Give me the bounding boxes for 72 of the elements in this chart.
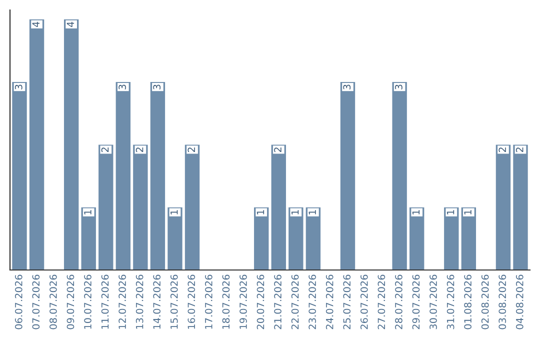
x-tick-label: 21.07.2026: [274, 274, 282, 330]
data-label: 1: [446, 210, 454, 214]
bar: [81, 207, 96, 270]
x-tick-label: 22.07.2026: [291, 274, 299, 330]
bar: [461, 207, 476, 270]
x-tick-label: 25.07.2026: [343, 274, 351, 330]
data-label: 3: [343, 84, 351, 90]
bar: [12, 82, 27, 270]
bar: [116, 82, 130, 270]
bar: [133, 144, 148, 270]
x-tick-label: 11.07.2026: [101, 274, 109, 329]
data-label: 2: [136, 148, 144, 152]
x-tick-label: 04.08.2026: [516, 274, 524, 330]
data-label: 3: [118, 84, 126, 90]
x-tick-label: 12.07.2026: [118, 274, 126, 329]
x-tick-label: 06.07.2026: [14, 274, 22, 330]
x-tick-label: 02.08.2026: [481, 274, 489, 330]
data-label: 1: [170, 210, 178, 214]
bar: [150, 82, 166, 270]
bar: [392, 82, 407, 270]
bar: [271, 144, 286, 270]
bar: [254, 207, 269, 270]
data-label: 1: [292, 210, 299, 214]
x-tick-label: 08.07.2026: [50, 274, 57, 330]
bar: [184, 144, 200, 270]
data-label: 1: [256, 210, 264, 214]
data-label: 3: [153, 84, 161, 90]
x-tick-label: 19.07.2026: [240, 274, 247, 329]
data-label: 3: [395, 84, 402, 90]
x-tick-label: 31.07.2026: [446, 274, 454, 330]
data-label: 3: [14, 84, 22, 90]
x-tick-label: 20.07.2026: [256, 274, 264, 330]
x-tick-label: 09.07.2026: [66, 274, 74, 330]
x-tick-label: 28.07.2026: [395, 274, 402, 330]
x-tick-label: 27.07.2026: [378, 274, 386, 330]
bar: [98, 144, 114, 270]
bar: [340, 82, 356, 270]
bar: [496, 144, 511, 270]
data-label: 2: [516, 148, 524, 152]
x-tick-label: 16.07.2026: [188, 274, 196, 329]
data-label: 1: [308, 210, 316, 214]
data-label: 2: [274, 148, 282, 152]
x-tick-label: 15.07.2026: [170, 274, 178, 329]
x-tick-label: 26.07.2026: [360, 274, 368, 330]
bar: [168, 207, 182, 270]
x-tick-label: 18.07.2026: [222, 274, 230, 329]
x-tick-label: 23.07.2026: [308, 274, 316, 330]
x-tick-label: 24.07.2026: [326, 274, 334, 330]
data-label: 2: [498, 148, 506, 152]
bar: [306, 207, 321, 270]
data-label: 2: [101, 148, 109, 152]
x-tick-label: 03.08.2026: [498, 274, 506, 330]
bar: [410, 207, 424, 270]
x-tick-label: 17.07.2026: [205, 274, 212, 329]
x-tick-label: 30.07.2026: [430, 274, 437, 330]
data-label: 4: [66, 22, 74, 27]
x-tick-label: 10.07.2026: [84, 274, 92, 329]
data-label: 1: [84, 210, 92, 214]
data-label: 1: [412, 210, 420, 214]
x-tick-label: 01.08.2026: [464, 274, 472, 330]
data-label: 1: [464, 210, 472, 214]
bar: [288, 207, 304, 270]
data-label: 4: [32, 22, 40, 27]
bar: [444, 207, 459, 270]
bar: [513, 144, 528, 270]
x-tick-label: 14.07.2026: [153, 274, 161, 329]
x-tick-label: 29.07.2026: [412, 274, 420, 330]
bar: [64, 19, 79, 270]
data-label: 2: [188, 148, 195, 152]
x-tick-label: 13.07.2026: [136, 274, 144, 329]
bar: [29, 19, 44, 270]
x-tick-label: 07.07.2026: [32, 274, 40, 330]
